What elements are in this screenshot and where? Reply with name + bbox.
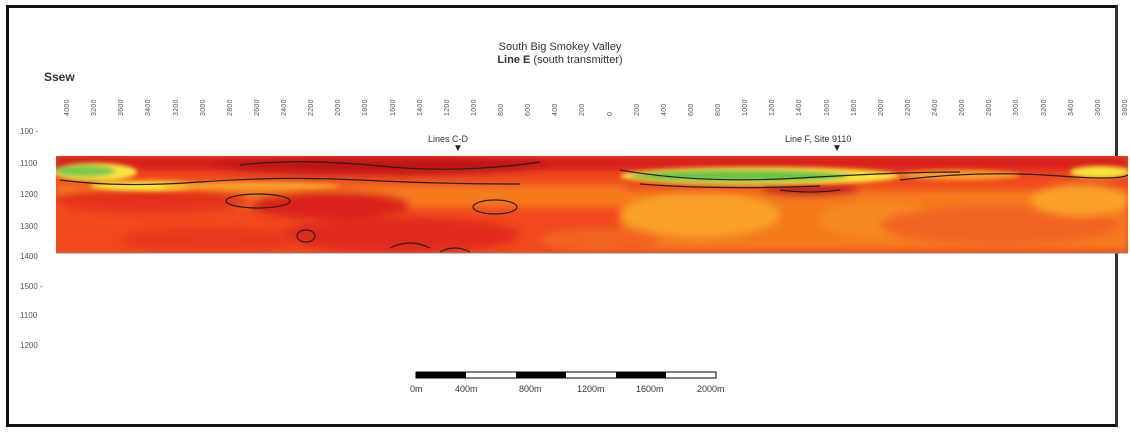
well-label-lines-c-d: Lines C-D	[428, 134, 469, 144]
depth-tick-label: 100 -	[20, 127, 39, 136]
figure-title: South Big Smokey Valley	[498, 41, 622, 53]
subtitle-bold: Line E	[497, 54, 531, 66]
figure-subtitle: Line E (south transmitter)	[0, 54, 1120, 66]
depth-tick-label: 1500 -	[20, 282, 43, 291]
scale-label: 400m	[455, 384, 478, 394]
scale-bar	[415, 371, 717, 379]
scale-label: 1600m	[636, 384, 664, 394]
subtitle-rest: (south transmitter)	[530, 54, 623, 66]
depth-tick-label: 1200	[20, 341, 38, 350]
direction-label: Ssew	[44, 70, 75, 84]
scale-label: 800m	[519, 384, 542, 394]
depth-tick-label: 1100	[20, 159, 38, 168]
scale-label: 0m	[410, 384, 423, 394]
depth-tick-label: 1400	[20, 252, 38, 261]
well-marker-icon: ▼	[832, 143, 842, 154]
depth-tick-label: 1300	[20, 222, 38, 231]
scale-label: 2000m	[697, 384, 725, 394]
depth-tick-label: 1200	[20, 190, 38, 199]
depth-tick-label: 1100	[20, 311, 38, 320]
scale-label: 1200m	[577, 384, 605, 394]
well-marker-icon: ▼	[453, 143, 463, 154]
well-label-line-f: Line F, Site 9110	[785, 134, 852, 144]
